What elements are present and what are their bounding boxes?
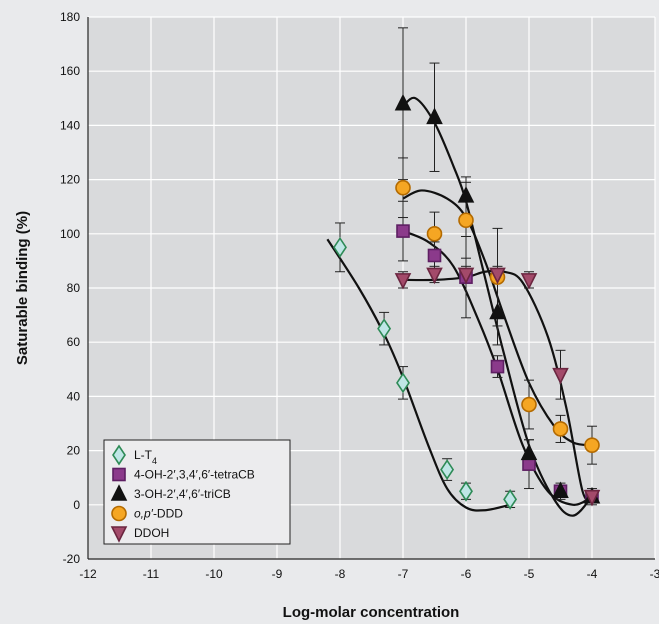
data-point-square: [490, 359, 505, 374]
data-markers: [333, 93, 601, 510]
data-point-triangle-down: [457, 267, 475, 285]
data-point-circle: [552, 421, 569, 437]
y-tick-label: 140: [60, 118, 80, 132]
legend-marker-square: [112, 467, 126, 482]
legend-label-diamond: L-T4: [134, 448, 157, 466]
data-point-circle: [521, 396, 537, 413]
fit-curve-circle: [402, 189, 593, 447]
x-tick-label: -3: [650, 567, 659, 581]
y-tick-labels: -20 0 20 40 60 80 100 120 140 160 180: [60, 10, 80, 566]
y-tick-label: 60: [67, 335, 81, 349]
legend-label-triangle: 3-OH-2′,4′,6′-triCB: [134, 487, 231, 501]
legend-label-square: 4-OH-2′,3,4′,6′-tetraCB: [134, 468, 255, 482]
x-tick-label: -5: [524, 567, 535, 581]
y-tick-label: 0: [73, 498, 80, 512]
data-point-triangle-down: [489, 267, 506, 285]
y-tick-label: 180: [60, 10, 80, 24]
data-point-triangle: [520, 443, 538, 461]
data-point-triangle: [552, 481, 569, 499]
x-tick-label: -8: [335, 567, 346, 581]
data-point-triangle: [394, 93, 412, 111]
data-point-diamond: [440, 459, 455, 481]
y-axis-title: Saturable binding (%): [14, 211, 31, 365]
data-point-diamond: [333, 236, 347, 258]
data-point-diamond: [459, 480, 473, 502]
y-tick-label: 80: [67, 281, 81, 295]
x-tick-label: -6: [461, 567, 472, 581]
data-point-diamond: [396, 372, 410, 394]
fit-curve-triangle-down: [402, 269, 593, 502]
legend-label-triangle-down: DDOH: [134, 526, 169, 540]
fit-curves: [326, 96, 593, 517]
legend-marker-diamond: [112, 444, 126, 466]
x-tick-label: -4: [587, 567, 598, 581]
data-point-square: [427, 248, 442, 263]
y-tick-label: 160: [60, 64, 80, 78]
data-point-diamond: [377, 318, 392, 340]
y-tick-label: 120: [60, 173, 80, 187]
legend-marker-triangle-down: [110, 526, 128, 543]
x-tick-label: -11: [143, 567, 160, 581]
data-point-circle: [395, 179, 411, 196]
y-tick-label: 20: [67, 444, 81, 458]
data-point-triangle: [426, 107, 443, 125]
legend-label-circle: o,p′-DDD: [134, 507, 183, 521]
y-tick-label: -20: [63, 552, 81, 566]
data-point-diamond: [503, 488, 518, 510]
gridlines: [87, 16, 656, 560]
legend-marker-triangle: [110, 484, 128, 501]
x-tick-label: -9: [272, 567, 283, 581]
x-tick-label: -10: [205, 567, 223, 581]
data-point-circle: [458, 212, 474, 229]
data-point-circle: [426, 226, 443, 242]
data-point-triangle-down: [426, 267, 443, 285]
data-point-circle: [584, 437, 600, 453]
data-point-triangle-down: [394, 273, 412, 290]
data-point-triangle-down: [552, 367, 569, 385]
y-tick-label: 40: [67, 389, 81, 403]
x-tick-labels: -12 -11 -10 -9 -8 -7 -6 -5 -4 -3: [79, 567, 659, 581]
data-point-triangle-down: [583, 489, 601, 507]
x-axis-title: Log-molar concentration: [283, 604, 460, 621]
x-tick-label: -12: [79, 567, 97, 581]
data-point-triangle-down: [520, 273, 538, 290]
y-tick-label: 100: [60, 227, 80, 241]
x-tick-label: -7: [398, 567, 409, 581]
fit-curve-diamond: [326, 238, 511, 512]
data-point-triangle: [489, 302, 506, 320]
legend-marker-circle: [111, 505, 127, 522]
legend-box: [103, 439, 291, 545]
data-point-triangle: [457, 186, 475, 203]
data-point-square: [396, 224, 410, 238]
legend: L-T4 4-OH-2′,3,4′,6′-tetraCB 3-OH-2′,4′,6′…: [103, 439, 291, 545]
